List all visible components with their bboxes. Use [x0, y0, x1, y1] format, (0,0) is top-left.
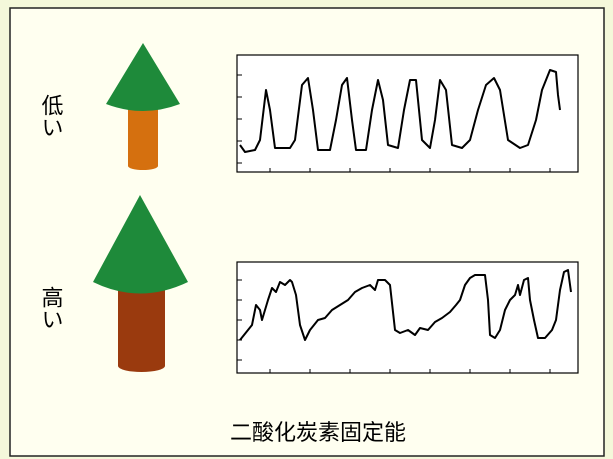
waveform-chart-low: [236, 54, 579, 173]
label-low: 低い: [38, 94, 64, 138]
waveform-chart-high: [236, 261, 579, 374]
caption: 二酸化炭素固定能: [230, 421, 406, 446]
label-high: 高い: [38, 286, 63, 330]
tree-low: [106, 43, 180, 170]
tree-high: [93, 195, 188, 372]
